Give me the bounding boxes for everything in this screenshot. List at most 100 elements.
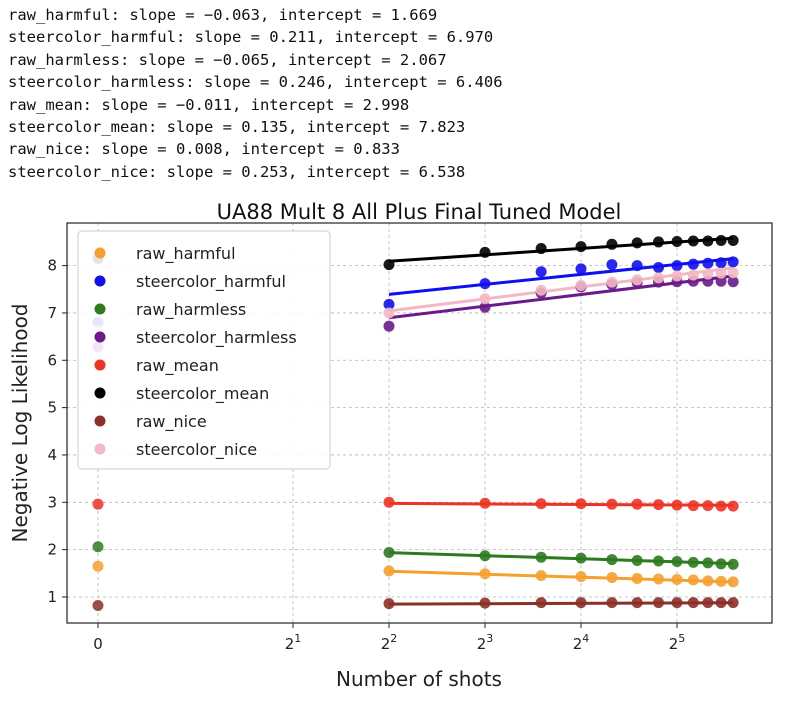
point-steercolor_harmless <box>479 301 491 313</box>
point-raw_harmless <box>671 555 683 567</box>
x-axis-label: Number of shots <box>336 667 502 691</box>
point-steercolor_harmful <box>631 260 643 272</box>
point-steercolor_harmful <box>715 257 727 269</box>
point-raw_harmful <box>92 560 104 572</box>
point-steercolor_mean <box>702 235 714 247</box>
point-steercolor_mean <box>727 235 739 247</box>
point-raw_harmless <box>702 557 714 569</box>
point-raw_mean <box>653 499 665 511</box>
point-raw_harmless <box>727 558 739 570</box>
point-raw_harmful <box>715 575 727 587</box>
point-raw_nice <box>631 597 643 609</box>
data-points <box>92 235 739 611</box>
console-line: raw_harmful: slope = −0.063, intercept =… <box>8 6 438 24</box>
legend-label-steercolor_mean: steercolor_mean <box>136 384 269 404</box>
x-tick-exponent: 1 <box>294 632 301 645</box>
x-tick-exponent: 4 <box>582 632 589 645</box>
point-raw_harmless <box>653 555 665 567</box>
point-raw_harmless <box>479 550 491 562</box>
x-axis-ticks: 0 21 22 23 24 25 <box>93 623 685 653</box>
point-raw_mean <box>575 498 587 510</box>
legend-marker-raw_harmless <box>94 303 106 315</box>
point-raw_harmless <box>631 555 643 567</box>
point-raw_harmful <box>653 573 665 585</box>
point-raw_mean <box>715 500 727 512</box>
console-output: raw_harmful: slope = −0.063, intercept =… <box>8 4 503 183</box>
point-steercolor_harmless <box>383 320 395 332</box>
point-steercolor_nice <box>727 267 739 279</box>
point-steercolor_harmful <box>653 261 665 273</box>
x-tick-base: 2 <box>573 635 583 653</box>
console-line: raw_mean: slope = −0.011, intercept = 2.… <box>8 95 410 114</box>
x-tick-base: 2 <box>285 635 295 653</box>
point-raw_harmless <box>606 554 618 566</box>
point-raw_nice <box>727 597 739 609</box>
legend-marker-raw_nice <box>94 415 106 427</box>
point-raw_mean <box>631 498 643 510</box>
plot-frame <box>66 222 773 624</box>
point-steercolor_nice <box>479 293 491 305</box>
point-steercolor_mean <box>535 243 547 255</box>
point-steercolor_nice <box>687 269 699 281</box>
x-tick-exponent: 2 <box>390 632 397 645</box>
point-steercolor_mean <box>631 237 643 249</box>
point-steercolor_mean <box>671 235 683 247</box>
legend-label-steercolor_nice: steercolor_nice <box>136 440 257 460</box>
point-raw_mean <box>671 499 683 511</box>
point-raw_harmless <box>535 551 547 563</box>
y-tick-label: 2 <box>47 541 57 559</box>
x-tick-base: 0 <box>93 635 103 653</box>
x-tick-base: 2 <box>477 635 487 653</box>
x-tick-label: 23 <box>477 632 494 653</box>
x-tick-label: 0 <box>93 635 103 653</box>
y-tick-label: 6 <box>47 351 57 369</box>
x-tick-label: 25 <box>669 632 686 653</box>
point-raw_harmful <box>727 576 739 588</box>
point-raw_harmless <box>715 558 727 570</box>
point-steercolor_harmful <box>727 256 739 268</box>
point-raw_mean <box>727 500 739 512</box>
point-raw_mean <box>383 496 395 508</box>
point-raw_harmless <box>92 541 104 553</box>
point-raw_harmful <box>702 575 714 587</box>
point-raw_mean <box>535 498 547 510</box>
point-steercolor_mean <box>606 238 618 250</box>
legend: raw_harmful steercolor_harmful raw_harmles… <box>77 230 331 470</box>
console-line: steercolor_harmful: slope = 0.211, inter… <box>8 28 494 47</box>
point-steercolor_harmful <box>687 258 699 270</box>
point-steercolor_harmless <box>715 275 727 287</box>
console-line: steercolor_nice: slope = 0.253, intercep… <box>8 162 466 181</box>
point-raw_nice <box>653 597 665 609</box>
x-tick-exponent: 5 <box>678 632 685 645</box>
y-tick-label: 1 <box>47 588 57 606</box>
legend-marker-steercolor_harmful <box>94 275 106 287</box>
point-steercolor_harmful <box>535 266 547 278</box>
scatter-chart: UA88 Mult 8 All Plus Final Tuned Model 0… <box>8 200 773 691</box>
point-steercolor_mean <box>653 236 665 248</box>
x-tick-base: 2 <box>669 635 679 653</box>
point-raw_harmless <box>575 552 587 564</box>
point-raw_harmless <box>383 546 395 558</box>
console-line: steercolor_harmless: slope = 0.246, inte… <box>8 73 503 92</box>
point-steercolor_mean <box>687 235 699 247</box>
y-axis-label: Negative Log Likelihood <box>8 303 32 542</box>
point-raw_harmful <box>535 570 547 582</box>
y-tick-label: 3 <box>47 493 57 511</box>
y-tick-label: 8 <box>47 257 57 275</box>
point-raw_harmful <box>479 568 491 580</box>
point-steercolor_harmful <box>702 257 714 269</box>
point-steercolor_harmful <box>383 298 395 310</box>
point-steercolor_harmful <box>575 263 587 275</box>
legend-label-raw_harmless: raw_harmless <box>136 300 246 320</box>
point-steercolor_nice <box>631 274 643 286</box>
point-raw_mean <box>702 500 714 512</box>
point-raw_nice <box>702 597 714 609</box>
legend-marker-steercolor_nice <box>94 443 106 455</box>
legend-label-raw_harmful: raw_harmful <box>136 244 236 264</box>
point-raw_nice <box>715 597 727 609</box>
point-steercolor_mean <box>479 246 491 258</box>
y-tick-label: 5 <box>47 399 57 417</box>
legend-marker-steercolor_harmless <box>94 331 106 343</box>
console-line: raw_nice: slope = 0.008, intercept = 0.8… <box>8 140 400 159</box>
point-raw_harmful <box>687 574 699 586</box>
